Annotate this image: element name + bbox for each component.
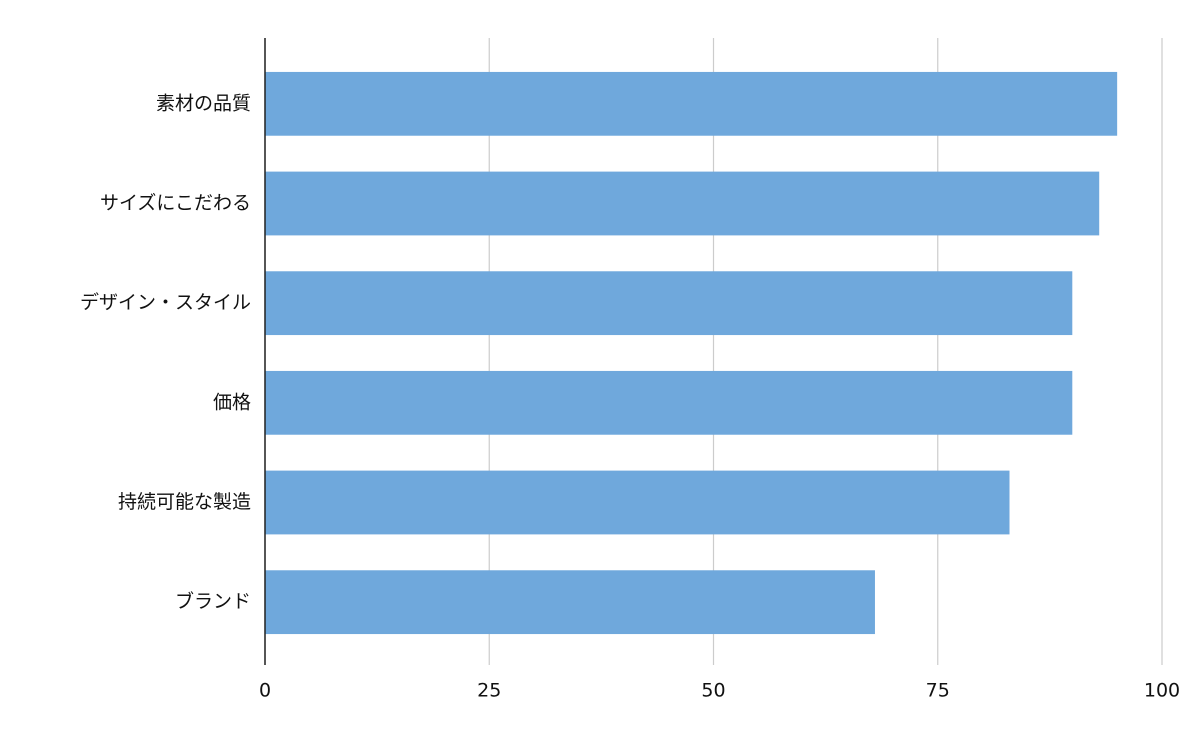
y-tick-label: ブランド <box>175 590 251 613</box>
x-tick-label: 25 <box>477 680 501 702</box>
y-tick-label: デザイン・スタイル <box>80 292 251 314</box>
y-tick-label: 素材の品質 <box>156 92 251 114</box>
x-tick-label: 50 <box>701 680 725 702</box>
y-tick-label: 持続可能な製造 <box>118 491 251 513</box>
bar <box>265 171 1100 236</box>
x-tick-label: 100 <box>1144 680 1180 702</box>
x-tick-label: 0 <box>259 680 271 702</box>
y-tick-label: 価格 <box>213 391 251 413</box>
bar <box>265 370 1073 435</box>
y-tick-label: サイズにこだわる <box>100 192 251 214</box>
x-tick-label: 75 <box>926 680 950 702</box>
bar <box>265 71 1118 136</box>
bar <box>265 570 875 635</box>
bar <box>265 271 1073 336</box>
bar <box>265 470 1010 535</box>
